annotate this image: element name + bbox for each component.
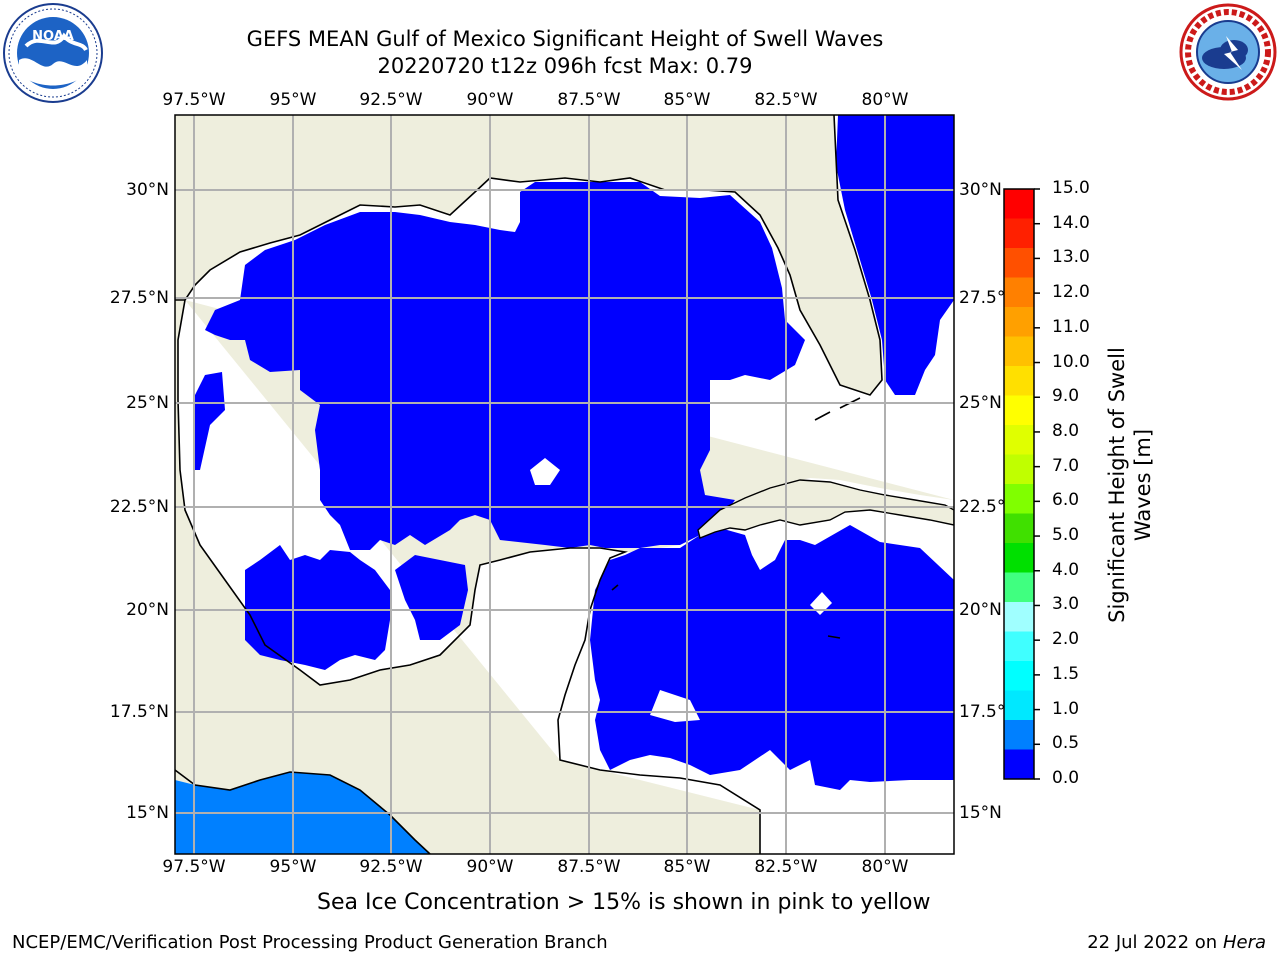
colorbar-tick-label: 3.0 <box>1052 594 1080 615</box>
swell-region-gulf <box>205 182 805 550</box>
lon-label-bottom: 92.5°W <box>359 857 423 877</box>
footer-date-text: 22 Jul 2022 on <box>1087 932 1223 953</box>
lat-label-left: 17.5°N <box>109 702 169 722</box>
lon-label-top: 80°W <box>861 90 909 110</box>
colorbar-segment <box>1004 720 1034 750</box>
lat-label-left: 20°N <box>126 600 169 620</box>
colorbar-segment <box>1004 484 1034 514</box>
colorbar-tick-label: 9.0 <box>1052 386 1080 407</box>
coastline-mainland <box>175 115 883 854</box>
footer-host: Hera <box>1222 932 1266 953</box>
colorbar-segment <box>1004 425 1034 455</box>
lon-label-top: 87.5°W <box>557 90 621 110</box>
noaa-logo: NOAA <box>3 3 103 103</box>
lat-label-right: 25°N <box>959 393 1002 413</box>
colorbar-tick-label: 8.0 <box>1052 420 1080 441</box>
lon-label-top: 95°W <box>269 90 317 110</box>
swell-region-atlantic <box>836 115 954 395</box>
sea-ice-caption: Sea Ice Concentration > 15% is shown in … <box>317 890 931 915</box>
lat-label-left: 30°N <box>126 180 169 200</box>
colorbar-tick-label: 12.0 <box>1052 282 1090 303</box>
nws-logo <box>1179 3 1277 101</box>
footer-branch: NCEP/EMC/Verification Post Processing Pr… <box>12 932 608 953</box>
colorbar-tick-label: 15.0 <box>1052 178 1090 198</box>
colorbar-label-line1: Significant Height of Swell <box>1105 347 1129 623</box>
footer-date: 22 Jul 2022 on Hera <box>1087 932 1266 953</box>
lon-label-bottom: 95°W <box>269 857 317 877</box>
colorbar-tick-label: 1.0 <box>1052 698 1080 719</box>
colorbar-tick-label: 10.0 <box>1052 351 1090 372</box>
colorbar-tick-label: 0.5 <box>1052 733 1080 754</box>
lon-label-top: 90°W <box>466 90 514 110</box>
lat-label-right: 15°N <box>959 803 1002 823</box>
lat-label-left: 15°N <box>126 803 169 823</box>
colorbar-segment <box>1004 277 1034 308</box>
colorbar-segment <box>1004 602 1034 632</box>
colorbar-segment <box>1004 336 1034 367</box>
colorbar-segment <box>1004 631 1034 662</box>
colorbar-segment <box>1004 661 1034 691</box>
colorbar-segment <box>1004 248 1034 278</box>
colorbar-segment <box>1004 218 1034 249</box>
colorbar-segment <box>1004 366 1034 396</box>
colorbar-label: Significant Height of Swell Waves [m] <box>1104 275 1156 695</box>
noaa-logo-text: NOAA <box>32 29 74 44</box>
swell-region-gulf-hole <box>530 458 560 485</box>
colorbar-segment <box>1004 513 1034 544</box>
colorbar-segment <box>1004 454 1034 485</box>
colorbar-tick-label: 2.0 <box>1052 629 1080 650</box>
lon-label-top: 92.5°W <box>359 90 423 110</box>
colorbar-tick-label: 7.0 <box>1052 455 1080 476</box>
lat-label-right: 20°N <box>959 600 1002 620</box>
chart-subtitle: 20220720 t12z 096h fcst Max: 0.79 <box>377 54 753 78</box>
colorbar-segment <box>1004 572 1034 603</box>
colorbar-tick-label: 14.0 <box>1052 212 1090 233</box>
lat-label-left: 25°N <box>126 393 169 413</box>
lon-label-top: 97.5°W <box>162 90 226 110</box>
colorbar-tick-label: 1.5 <box>1052 663 1080 684</box>
colorbar-segment <box>1004 307 1034 337</box>
colorbar-tick-label: 4.0 <box>1052 559 1080 580</box>
colorbar-label-line2: Waves [m] <box>1131 428 1155 542</box>
colorbar-tick-label: 0.0 <box>1052 768 1080 788</box>
colorbar-segment <box>1004 690 1034 721</box>
colorbar-tick-label: 11.0 <box>1052 316 1090 337</box>
lon-label-top: 82.5°W <box>754 90 818 110</box>
colorbar-tick-label: 5.0 <box>1052 525 1080 546</box>
lon-label-top: 85°W <box>663 90 711 110</box>
lat-label-left: 22.5°N <box>109 497 169 517</box>
colorbar-tick-label: 13.0 <box>1052 247 1090 268</box>
colorbar-segment <box>1004 749 1034 780</box>
colorbar-segment <box>1004 395 1034 426</box>
lat-label-left: 27.5°N <box>109 288 169 308</box>
colorbar-segment <box>1004 189 1034 219</box>
lon-label-bottom: 90°W <box>466 857 514 877</box>
colorbar-segment <box>1004 543 1034 573</box>
map-frame <box>174 114 955 855</box>
swell-region-caribbean <box>590 525 954 790</box>
lat-label-right: 30°N <box>959 180 1002 200</box>
lon-label-bottom: 87.5°W <box>557 857 621 877</box>
lon-label-bottom: 97.5°W <box>162 857 226 877</box>
cuba-landmass <box>697 479 954 539</box>
map-gridlines <box>175 115 954 854</box>
colorbar <box>1003 188 1040 780</box>
lon-label-bottom: 85°W <box>663 857 711 877</box>
lon-label-bottom: 80°W <box>861 857 909 877</box>
colorbar-tick-label: 6.0 <box>1052 490 1080 511</box>
chart-title: GEFS MEAN Gulf of Mexico Significant Hei… <box>246 27 884 51</box>
lon-label-bottom: 82.5°W <box>754 857 818 877</box>
